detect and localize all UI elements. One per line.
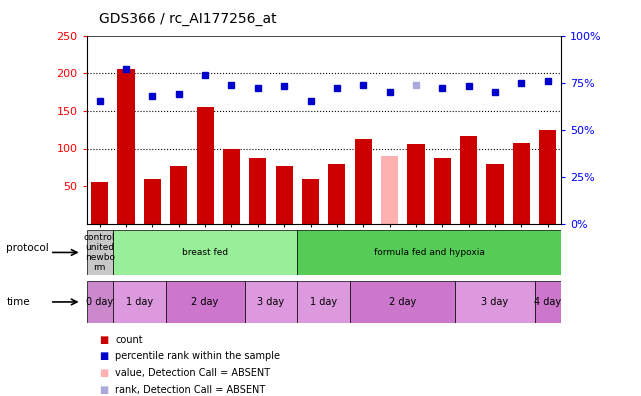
- Text: ■: ■: [99, 351, 108, 361]
- Bar: [245, 281, 297, 323]
- Text: rank, Detection Call = ABSENT: rank, Detection Call = ABSENT: [115, 385, 265, 394]
- Bar: [350, 281, 456, 323]
- Bar: [354, 139, 372, 224]
- Text: 1 day: 1 day: [126, 297, 153, 307]
- Text: control
united
newbo
rm: control united newbo rm: [84, 233, 115, 272]
- Text: 4 day: 4 day: [534, 297, 562, 307]
- Bar: [223, 148, 240, 224]
- Text: GDS366 / rc_AI177256_at: GDS366 / rc_AI177256_at: [99, 12, 277, 26]
- Bar: [302, 179, 319, 224]
- Bar: [87, 230, 113, 275]
- Text: ■: ■: [99, 335, 108, 345]
- Bar: [460, 137, 477, 224]
- Bar: [535, 281, 561, 323]
- Text: 2 day: 2 day: [389, 297, 417, 307]
- Bar: [297, 230, 561, 275]
- Bar: [513, 143, 530, 224]
- Text: 3 day: 3 day: [481, 297, 508, 307]
- Bar: [276, 166, 293, 224]
- Bar: [91, 182, 108, 224]
- Bar: [539, 129, 556, 224]
- Bar: [165, 281, 245, 323]
- Text: ■: ■: [99, 368, 108, 378]
- Bar: [408, 144, 424, 224]
- Bar: [171, 166, 187, 224]
- Text: ■: ■: [99, 385, 108, 394]
- Text: count: count: [115, 335, 143, 345]
- Text: percentile rank within the sample: percentile rank within the sample: [115, 351, 280, 361]
- Text: value, Detection Call = ABSENT: value, Detection Call = ABSENT: [115, 368, 271, 378]
- Bar: [328, 164, 345, 224]
- Bar: [297, 281, 350, 323]
- Bar: [144, 179, 161, 224]
- Bar: [87, 281, 113, 323]
- Bar: [113, 230, 297, 275]
- Bar: [197, 107, 213, 224]
- Text: protocol: protocol: [6, 243, 49, 253]
- Bar: [487, 164, 504, 224]
- Bar: [434, 158, 451, 224]
- Bar: [381, 156, 398, 224]
- Bar: [456, 281, 535, 323]
- Bar: [117, 69, 135, 224]
- Text: breast fed: breast fed: [182, 248, 228, 257]
- Text: 1 day: 1 day: [310, 297, 337, 307]
- Text: 0 day: 0 day: [86, 297, 113, 307]
- Text: 3 day: 3 day: [258, 297, 285, 307]
- Bar: [113, 281, 165, 323]
- Text: time: time: [6, 297, 30, 307]
- Text: 2 day: 2 day: [192, 297, 219, 307]
- Bar: [249, 158, 267, 224]
- Text: formula fed and hypoxia: formula fed and hypoxia: [374, 248, 485, 257]
